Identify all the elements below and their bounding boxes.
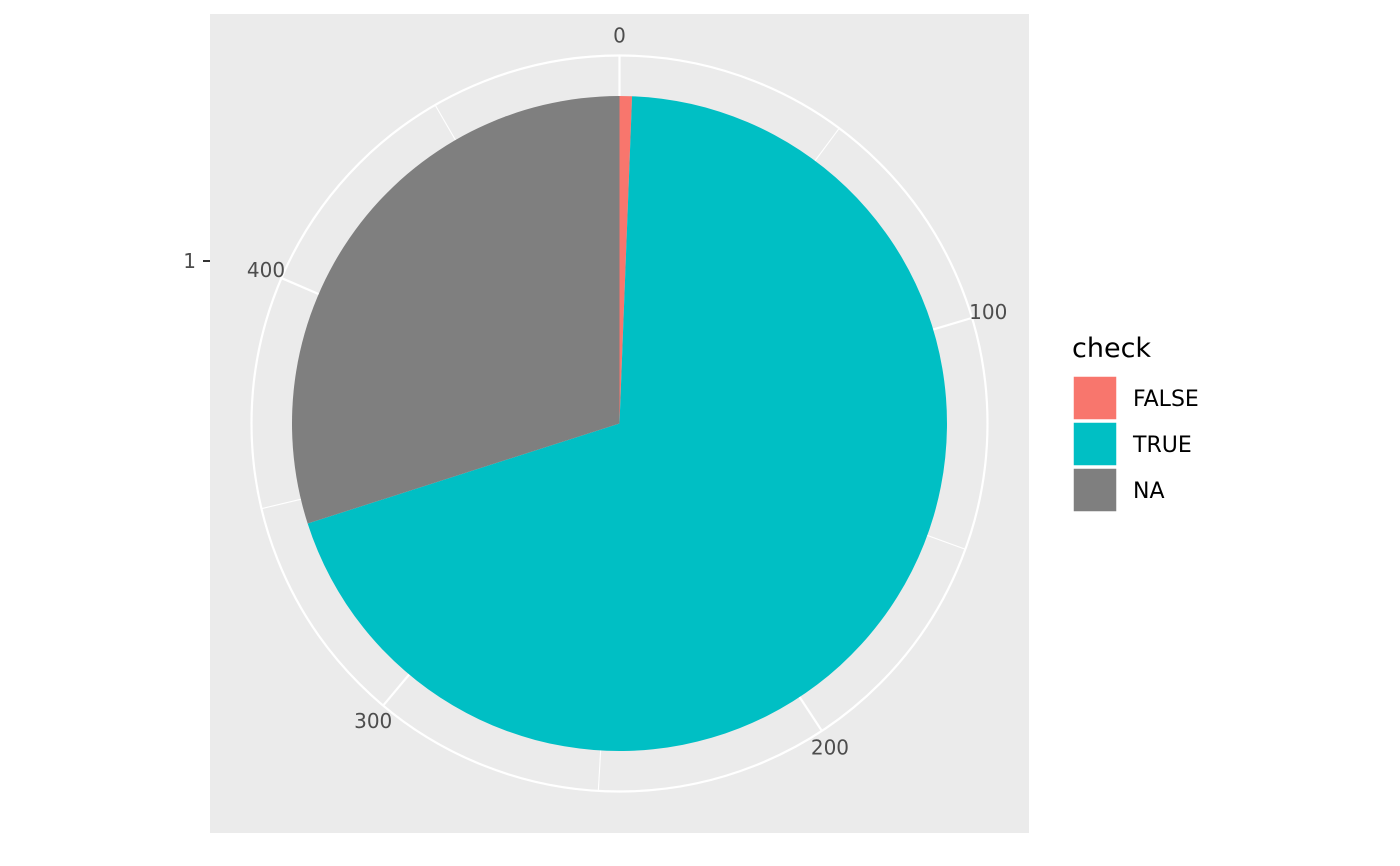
theta-minor-grid-line (261, 498, 303, 510)
theta-tick-label: 300 (354, 709, 392, 733)
legend-key-na (1072, 467, 1118, 513)
theta-minor-grid-line (597, 748, 602, 791)
legend-label: NA (1133, 479, 1165, 504)
y-axis-tick-label: 1 (183, 249, 196, 273)
theta-tick-label: 0 (613, 24, 626, 48)
theta-major-grid-line (797, 694, 823, 732)
theta-tick-label: 200 (811, 736, 849, 760)
pie-slice-false (619, 96, 633, 424)
slice-layer (291, 96, 947, 751)
pie-slice-na (291, 96, 620, 524)
theta-minor-grid-line (813, 127, 840, 163)
theta-minor-grid-line (434, 104, 457, 143)
theta-minor-grid-line (925, 534, 966, 550)
legend: check FALSE TRUE NA (1072, 333, 1199, 513)
tick-label-layer: 0 100 200 300 400 (247, 24, 1007, 760)
theta-major-grid-line (930, 316, 973, 332)
legend-title: check (1072, 333, 1151, 364)
legend-label: TRUE (1132, 433, 1192, 458)
theta-major-grid-line (382, 672, 412, 707)
pie-slice-true (307, 96, 947, 751)
legend-key-false (1072, 375, 1118, 421)
theta-major-grid-line (281, 277, 321, 296)
grid-layer (250, 54, 989, 793)
theta-tick-label: 400 (247, 258, 285, 282)
legend-items: FALSE TRUE NA (1072, 375, 1199, 513)
legend-key-true (1072, 421, 1118, 467)
theta-tick-label: 100 (969, 300, 1007, 324)
legend-label: FALSE (1133, 387, 1199, 412)
